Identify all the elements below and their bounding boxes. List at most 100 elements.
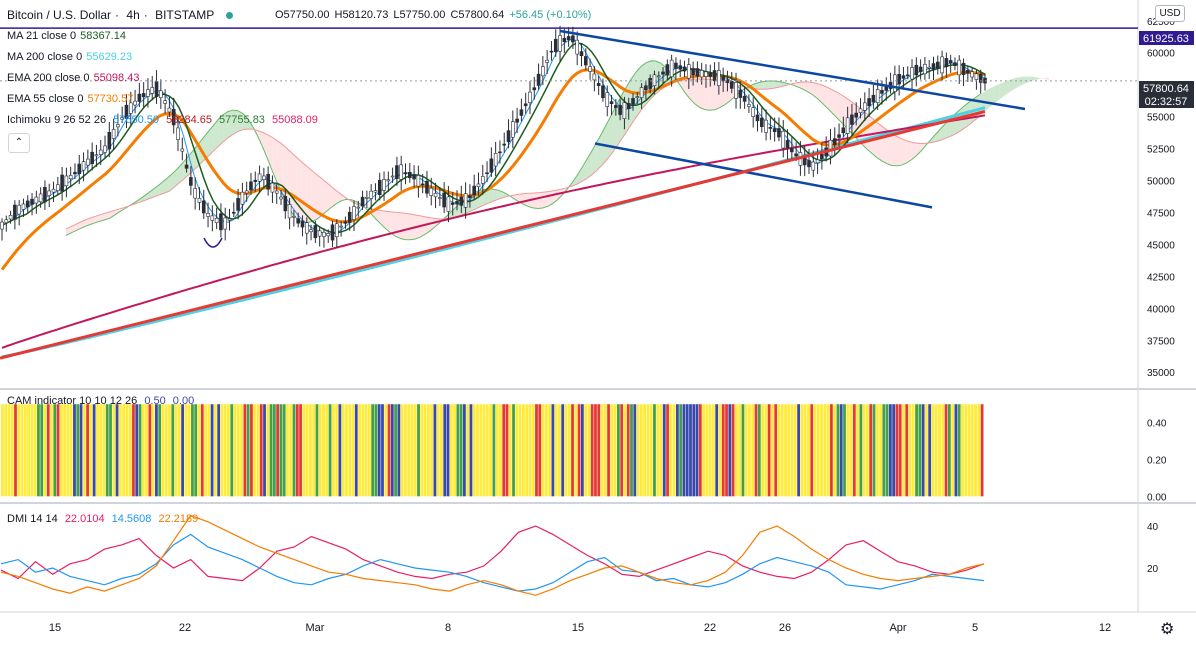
cloud-segment — [985, 88, 990, 112]
candle-body — [790, 148, 794, 153]
symbol-header[interactable]: Bitcoin / U.S. Dollar · 4h · BITSTAMP — [7, 8, 237, 22]
interval-label[interactable]: 4h — [126, 8, 140, 22]
cloud-segment — [812, 82, 818, 100]
currency-button[interactable]: USD — [1155, 5, 1185, 22]
cloud-segment — [498, 190, 504, 200]
cloud-segment — [581, 159, 587, 182]
cloud-segment — [611, 105, 617, 154]
candle-body — [558, 35, 562, 52]
candle-body — [931, 63, 936, 70]
cam-bar — [544, 404, 548, 497]
cloud-segment — [390, 211, 396, 237]
candle-body — [154, 81, 159, 98]
rising-support-line — [0, 110, 986, 360]
candle-body — [472, 185, 476, 196]
cam-bar — [230, 404, 234, 497]
legend-ema200[interactable]: EMA 200 close 0 55098.43 — [7, 71, 139, 85]
candle-body — [313, 225, 318, 239]
legend-dmi[interactable]: DMI 14 14 22.0104 14.5608 22.2189 — [7, 512, 198, 526]
candle-body — [159, 90, 163, 98]
cloud-segment — [257, 130, 263, 147]
cam-bar — [823, 404, 827, 497]
trendline-drawings[interactable] — [0, 27, 1138, 360]
legend-ma21[interactable]: MA 21 close 0 58367.14 — [7, 29, 126, 43]
cloud-segment — [424, 216, 430, 235]
high-value: H58120.73 — [334, 9, 389, 21]
candle-body — [240, 191, 245, 205]
cam-bar — [246, 404, 250, 497]
tenkan-sen-line — [1, 38, 986, 235]
cam-bar — [1, 404, 4, 497]
candle-body — [283, 196, 288, 212]
candle-body — [648, 78, 652, 89]
cam-bar — [145, 404, 148, 497]
cam-bar — [558, 404, 561, 497]
cam-bar — [721, 404, 725, 497]
candle-body — [695, 68, 700, 77]
candle-body — [274, 190, 279, 194]
candle-body — [446, 196, 451, 212]
cam-bar — [14, 404, 17, 497]
collapse-legend-button[interactable]: ⌃ — [8, 133, 30, 153]
price-pane[interactable] — [0, 0, 1138, 388]
cam-bar — [148, 404, 152, 497]
cloud-segment — [419, 215, 425, 238]
candle-body — [386, 179, 391, 182]
gear-icon[interactable]: ⚙ — [1160, 621, 1175, 638]
cam-bar — [253, 404, 257, 497]
cloud-segment — [488, 188, 494, 204]
legend-ma200[interactable]: MA 200 close 0 55629.23 — [7, 50, 132, 64]
cloud-segment — [999, 81, 1005, 100]
cam-bar — [394, 404, 397, 497]
cloud-segment — [596, 133, 602, 171]
candle-body — [704, 71, 708, 77]
cloud-segment — [213, 119, 219, 152]
legend-ichimoku[interactable]: Ichimoku 9 26 52 26 57650.50 58284.65 57… — [7, 113, 318, 127]
market-status-icon — [225, 11, 233, 19]
candle-body — [571, 35, 575, 43]
candle-body — [133, 100, 137, 106]
close-value: C57800.64 — [450, 9, 505, 21]
candle-body — [223, 217, 228, 230]
candle-body — [137, 93, 142, 102]
candle-body — [77, 163, 82, 175]
cam-bar — [600, 404, 604, 497]
cam-bar — [548, 404, 551, 497]
cam-bar — [227, 404, 230, 497]
cam-bar — [197, 404, 201, 497]
symbol-name[interactable]: Bitcoin / U.S. Dollar — [7, 8, 112, 22]
candle-body — [206, 213, 210, 217]
candle-body — [717, 70, 721, 86]
candle-body — [893, 74, 897, 92]
cloud-segment — [886, 129, 892, 166]
legend-cam[interactable]: CAM indicator 10 10 12 26 0.50 0.00 — [7, 394, 194, 408]
dmi-tick-label: 40 — [1147, 522, 1159, 533]
price-tick-label: 60000 — [1147, 49, 1175, 60]
cam-bar — [364, 404, 368, 497]
cam-bar — [194, 404, 198, 497]
cloud-segment — [409, 213, 415, 240]
time-tick-label: 12 — [1099, 622, 1111, 634]
candle-body — [184, 164, 189, 169]
cam-bar — [594, 404, 597, 497]
cloud-segment — [169, 172, 175, 192]
candle-body — [304, 222, 309, 234]
candle-body — [751, 107, 756, 117]
cam-bar — [354, 404, 358, 497]
cam-bar — [400, 404, 404, 497]
cam-bar — [964, 404, 968, 497]
cam-bar — [551, 404, 555, 497]
cam-bar — [489, 404, 493, 497]
cam-bar — [420, 404, 424, 497]
price-axis[interactable]: 35000 37500 40000 42500 45000 47500 50000 52500… — [1147, 17, 1175, 379]
cam-bar — [564, 404, 568, 497]
candle-body — [794, 153, 798, 157]
candle-body — [807, 160, 811, 168]
cloud-segment — [267, 134, 273, 171]
time-axis[interactable]: 15 22 Mar 8 15 22 26 Apr 5 12 — [49, 622, 1111, 634]
cam-tick-label: 0.00 — [1147, 492, 1167, 503]
candle-body — [60, 174, 64, 192]
candle-body — [498, 151, 502, 154]
candle-body — [124, 104, 129, 119]
legend-ema55[interactable]: EMA 55 close 0 57730.57 — [7, 92, 133, 106]
